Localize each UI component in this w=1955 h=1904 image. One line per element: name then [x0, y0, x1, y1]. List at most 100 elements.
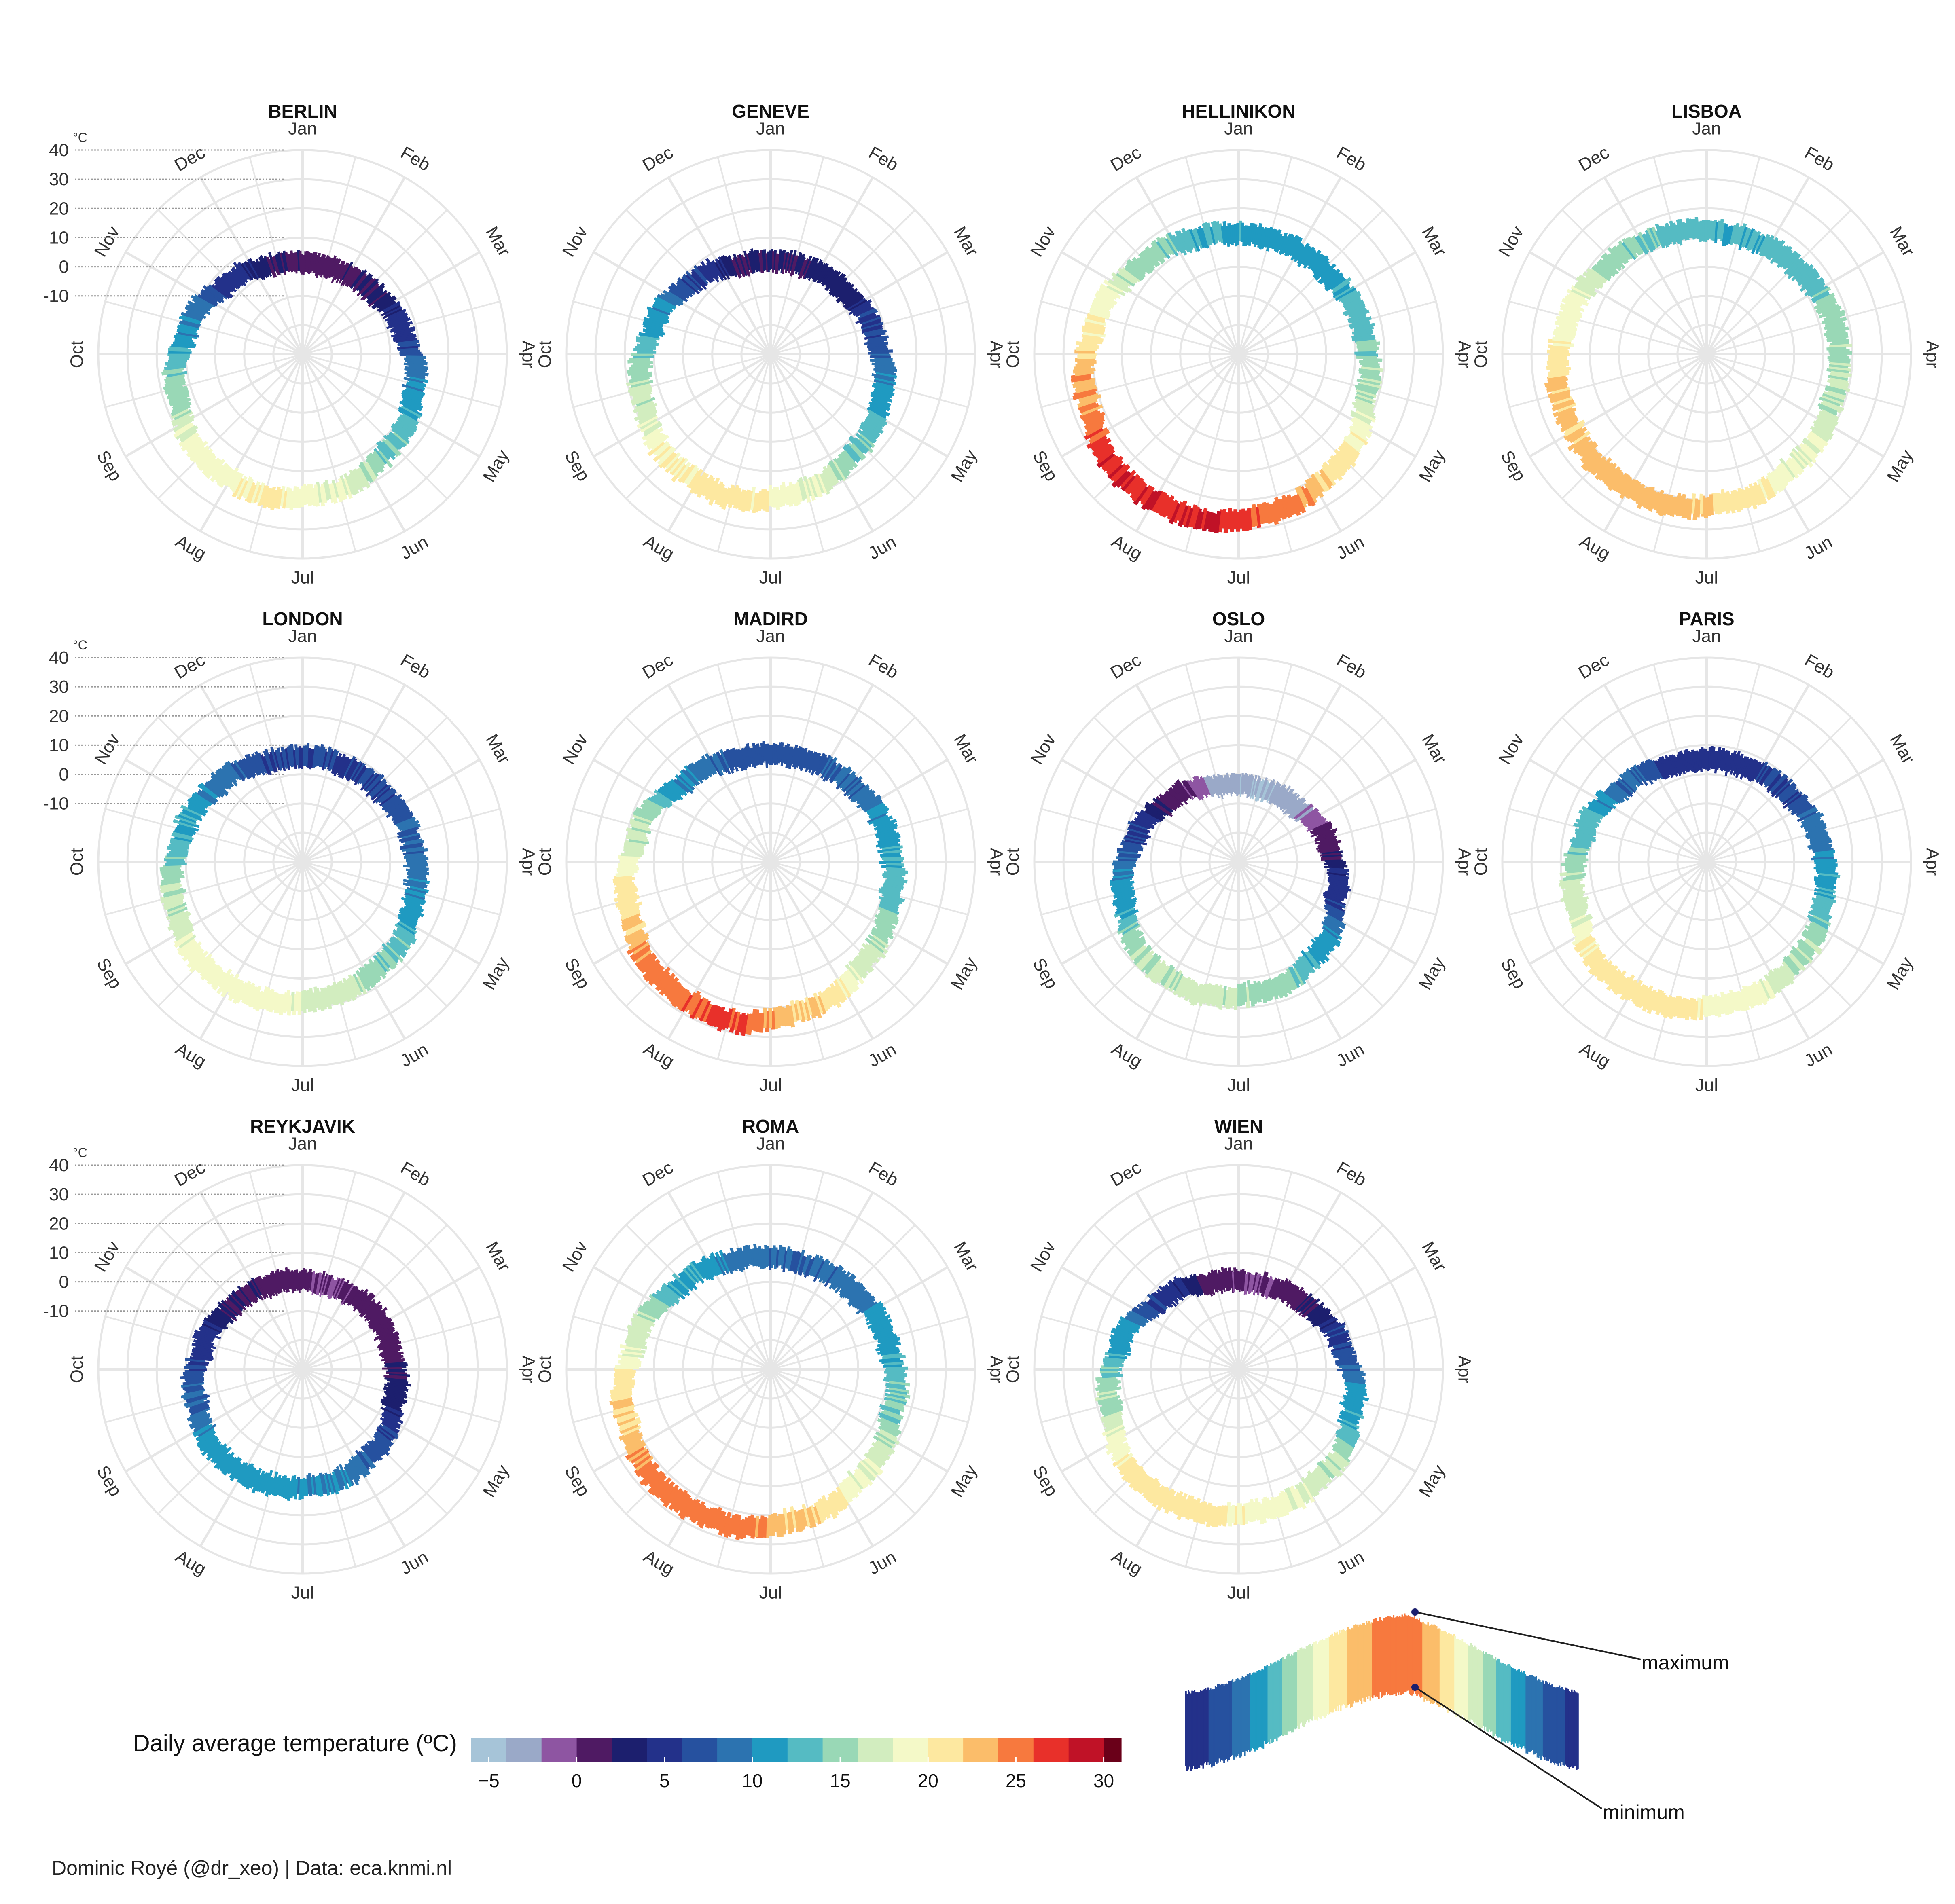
daily-wedge — [1553, 406, 1573, 417]
grid-spoke — [573, 808, 771, 863]
radial-tick-label: 0 — [59, 257, 69, 277]
daily-wedge — [247, 259, 260, 279]
daily-wedge — [636, 952, 656, 969]
daily-wedge — [663, 782, 682, 797]
month-label: Jul — [1227, 1583, 1250, 1603]
daily-wedge — [1807, 435, 1825, 450]
daily-wedge — [343, 1286, 356, 1305]
daily-wedge — [351, 975, 362, 996]
daily-wedge — [1292, 963, 1306, 985]
daily-wedge — [358, 274, 373, 291]
daily-wedge — [758, 1246, 763, 1269]
daily-wedge — [1729, 990, 1737, 1011]
daily-wedge — [264, 748, 274, 771]
daily-wedge — [252, 260, 264, 280]
inset-slice — [1186, 1694, 1188, 1771]
daily-wedge — [366, 963, 380, 983]
daily-wedge — [321, 1474, 328, 1494]
daily-wedge — [849, 965, 865, 985]
daily-wedge — [662, 1283, 681, 1299]
inset-slice — [1387, 1616, 1388, 1695]
daily-wedge — [1300, 956, 1313, 974]
daily-wedge — [700, 1257, 715, 1278]
daily-wedge — [861, 943, 879, 959]
daily-wedge — [733, 1251, 742, 1271]
daily-wedge — [200, 960, 216, 977]
daily-wedge — [1571, 285, 1591, 298]
daily-wedge — [615, 898, 637, 908]
grid-spoke — [301, 177, 406, 355]
inset-slice — [1463, 1642, 1465, 1717]
daily-wedge — [371, 784, 389, 801]
daily-wedge — [184, 1385, 204, 1392]
daily-wedge — [202, 1322, 222, 1333]
daily-wedge — [173, 923, 193, 937]
daily-wedge — [1765, 475, 1778, 495]
daily-wedge — [1333, 1350, 1357, 1357]
daily-wedge — [638, 955, 657, 972]
daily-wedge — [816, 1501, 826, 1521]
daily-wedge — [1095, 1393, 1117, 1401]
radial-tick-label: -10 — [43, 1301, 69, 1321]
daily-wedge — [1811, 290, 1829, 302]
daily-wedge — [878, 832, 899, 840]
daily-wedge — [633, 408, 657, 421]
daily-wedge — [1333, 1341, 1352, 1348]
daily-wedge — [187, 1410, 207, 1422]
daily-wedge — [870, 939, 888, 954]
daily-wedge — [1311, 1472, 1324, 1489]
daily-wedge — [1315, 264, 1332, 281]
daily-wedge — [399, 414, 417, 427]
daily-wedge — [347, 761, 360, 782]
daily-wedge — [848, 960, 864, 979]
daily-wedge — [1811, 903, 1830, 914]
grid-spoke — [1237, 177, 1342, 355]
daily-wedge — [807, 997, 816, 1019]
daily-wedge — [190, 1405, 210, 1415]
daily-wedge — [1104, 1421, 1124, 1433]
daily-wedge — [677, 461, 691, 479]
maximum-label: maximum — [1642, 1651, 1729, 1674]
daily-wedge — [1092, 442, 1110, 457]
daily-wedge — [682, 275, 699, 291]
inset-slice — [1279, 1659, 1281, 1737]
daily-wedge — [1109, 463, 1127, 481]
daily-wedge — [1306, 817, 1325, 828]
daily-wedge — [1796, 804, 1813, 815]
daily-wedge — [822, 762, 837, 782]
daily-wedge — [1777, 245, 1792, 265]
daily-wedge — [861, 321, 881, 329]
daily-wedge — [366, 455, 379, 474]
month-label: Jul — [291, 568, 314, 588]
inset-slice — [1372, 1623, 1374, 1699]
daily-wedge — [399, 400, 418, 412]
daily-wedge — [395, 328, 415, 335]
daily-wedge — [610, 1392, 633, 1399]
daily-wedge — [870, 1446, 888, 1461]
daily-wedge — [1220, 775, 1226, 794]
daily-wedge — [1156, 241, 1171, 259]
daily-wedge — [406, 848, 428, 853]
inset-slice — [1197, 1692, 1199, 1768]
daily-wedge — [195, 1427, 215, 1441]
daily-wedge — [174, 931, 193, 945]
daily-wedge — [1787, 457, 1803, 476]
daily-wedge — [196, 1430, 216, 1446]
daily-wedge — [619, 1420, 642, 1432]
daily-wedge — [864, 328, 883, 335]
daily-wedge — [724, 255, 735, 276]
daily-wedge — [1350, 321, 1371, 329]
daily-wedge — [169, 912, 191, 924]
month-label: Jul — [291, 1075, 314, 1095]
daily-wedge — [1641, 761, 1655, 781]
daily-wedge — [240, 1463, 254, 1485]
daily-wedge — [383, 434, 400, 451]
daily-wedge — [657, 789, 676, 802]
grid-spoke — [1653, 354, 1707, 552]
daily-wedge — [290, 744, 295, 767]
daily-wedge — [645, 798, 664, 810]
daily-wedge — [1617, 243, 1631, 260]
daily-wedge — [1820, 402, 1842, 413]
daily-wedge — [1127, 259, 1146, 276]
daily-wedge — [223, 1299, 243, 1317]
